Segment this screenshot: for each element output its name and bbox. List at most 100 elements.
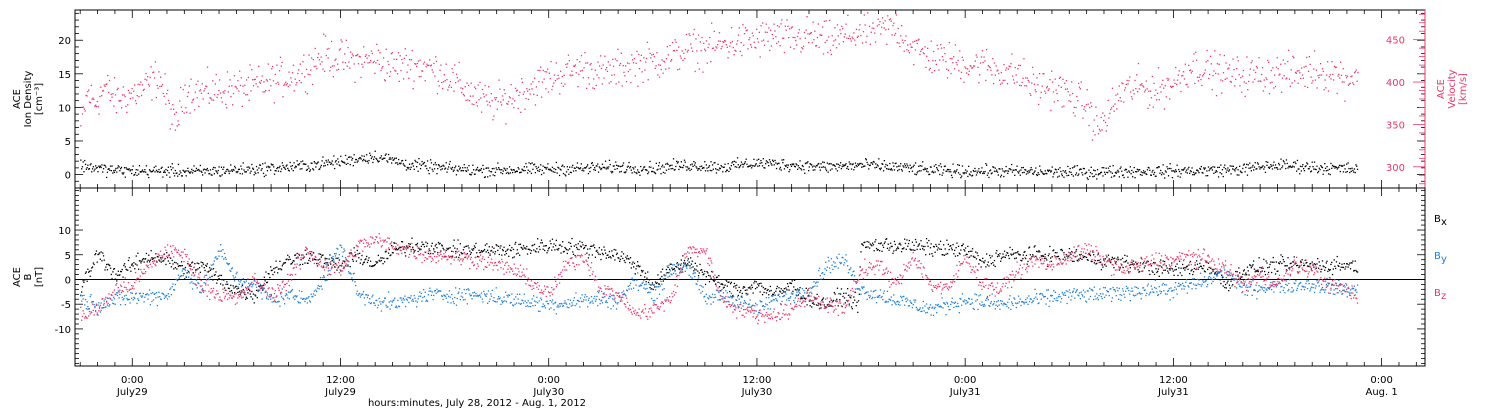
density-series-point	[213, 173, 215, 175]
velocity-series-point	[930, 40, 932, 42]
velocity-series-point	[364, 55, 367, 57]
velocity-series-point	[763, 39, 765, 41]
bx-series-point	[804, 298, 807, 300]
density-series-point	[1146, 173, 1148, 176]
density-series-point	[1299, 173, 1301, 175]
velocity-series-point	[1174, 82, 1176, 85]
velocity-series-point	[779, 45, 781, 47]
velocity-series-point	[1314, 79, 1317, 81]
bx-series-point	[943, 254, 946, 256]
velocity-series-point	[700, 50, 702, 52]
velocity-series-point	[958, 70, 960, 72]
bx-series-point	[223, 287, 226, 289]
bx-series-point	[647, 271, 649, 273]
bx-series-point	[317, 259, 319, 261]
density-series-point	[1037, 172, 1039, 174]
bx-series-point	[730, 281, 732, 284]
bx-series-point	[443, 249, 445, 251]
density-series-point	[634, 166, 636, 168]
velocity-series-point	[1329, 74, 1331, 76]
density-series-point	[103, 164, 105, 166]
bx-series-point	[507, 248, 509, 250]
bx-series-point	[81, 286, 84, 288]
bx-series-point	[1068, 255, 1070, 257]
bx-series-point	[614, 259, 616, 261]
density-series-point	[686, 166, 689, 168]
velocity-series-point	[566, 66, 568, 68]
density-series-point	[1083, 168, 1085, 170]
bx-series-point	[1022, 254, 1024, 256]
velocity-series-point	[1164, 85, 1166, 87]
density-series-point	[1353, 168, 1356, 170]
velocity-series-point	[465, 99, 467, 101]
density-series-point	[84, 159, 86, 162]
density-series-point	[97, 171, 99, 173]
density-series-point	[1076, 165, 1078, 167]
density-series-point	[547, 168, 550, 170]
density-series-point	[460, 170, 462, 172]
bx-series-point	[210, 268, 212, 270]
density-series-point	[341, 161, 344, 163]
velocity-series-point	[373, 60, 375, 63]
bx-series-point	[1142, 263, 1144, 265]
density-series-point	[829, 169, 832, 171]
velocity-series-point	[335, 58, 337, 60]
density-series-point	[1203, 167, 1205, 169]
density-series-point	[909, 164, 911, 166]
density-series-point	[1121, 174, 1124, 177]
density-series-point	[968, 165, 970, 167]
bx-series-point	[589, 248, 591, 250]
velocity-series-point	[928, 69, 930, 71]
velocity-series-point	[101, 90, 104, 92]
density-series-point	[507, 171, 509, 174]
velocity-series-point	[228, 85, 230, 87]
bx-series-point	[1114, 257, 1116, 259]
bx-series-point	[811, 302, 814, 304]
density-series-point	[744, 161, 746, 163]
bx-series-point	[514, 243, 516, 245]
density-series-point	[1236, 174, 1238, 176]
velocity-series-point	[534, 77, 536, 79]
density-series-point	[118, 166, 120, 168]
velocity-series-point	[758, 31, 760, 33]
density-series-point	[444, 167, 447, 169]
density-series-point	[1109, 165, 1111, 167]
bx-series-point	[790, 282, 792, 284]
velocity-series-point	[798, 29, 800, 31]
bx-series-point	[556, 248, 558, 250]
velocity-series-point	[481, 88, 484, 91]
density-series-point	[986, 164, 988, 166]
velocity-series-point	[340, 39, 342, 41]
density-series-point	[353, 154, 355, 156]
bx-series-point	[749, 286, 751, 288]
velocity-series-point	[807, 33, 809, 35]
velocity-series-point	[591, 68, 593, 70]
bx-series-point	[628, 258, 630, 260]
velocity-series-point	[1307, 70, 1310, 72]
velocity-series-point	[769, 49, 771, 52]
velocity-series-point	[287, 85, 289, 88]
density-series-point	[565, 171, 568, 173]
density-series-point	[183, 170, 185, 172]
density-series-point	[1167, 175, 1170, 177]
velocity-series-point	[427, 64, 429, 67]
velocity-series-point	[391, 51, 393, 54]
density-series-point	[208, 173, 210, 175]
velocity-series-point	[125, 105, 127, 107]
bx-series-point	[565, 249, 568, 251]
bx-series-point	[1028, 247, 1030, 249]
density-series-point	[199, 164, 201, 167]
density-series-point	[1077, 174, 1079, 177]
velocity-series-point	[357, 53, 359, 56]
bx-series-point	[874, 241, 876, 243]
bx-series-point	[488, 246, 490, 248]
density-series-point	[735, 161, 737, 163]
density-series-point	[757, 165, 759, 167]
velocity-series-point	[795, 39, 797, 42]
bx-series-point	[555, 239, 557, 241]
bx-series-point	[719, 290, 721, 292]
velocity-series-point	[878, 24, 880, 26]
velocity-series-point	[80, 125, 82, 127]
bx-series-point	[1089, 253, 1091, 256]
density-series-point	[672, 167, 674, 170]
